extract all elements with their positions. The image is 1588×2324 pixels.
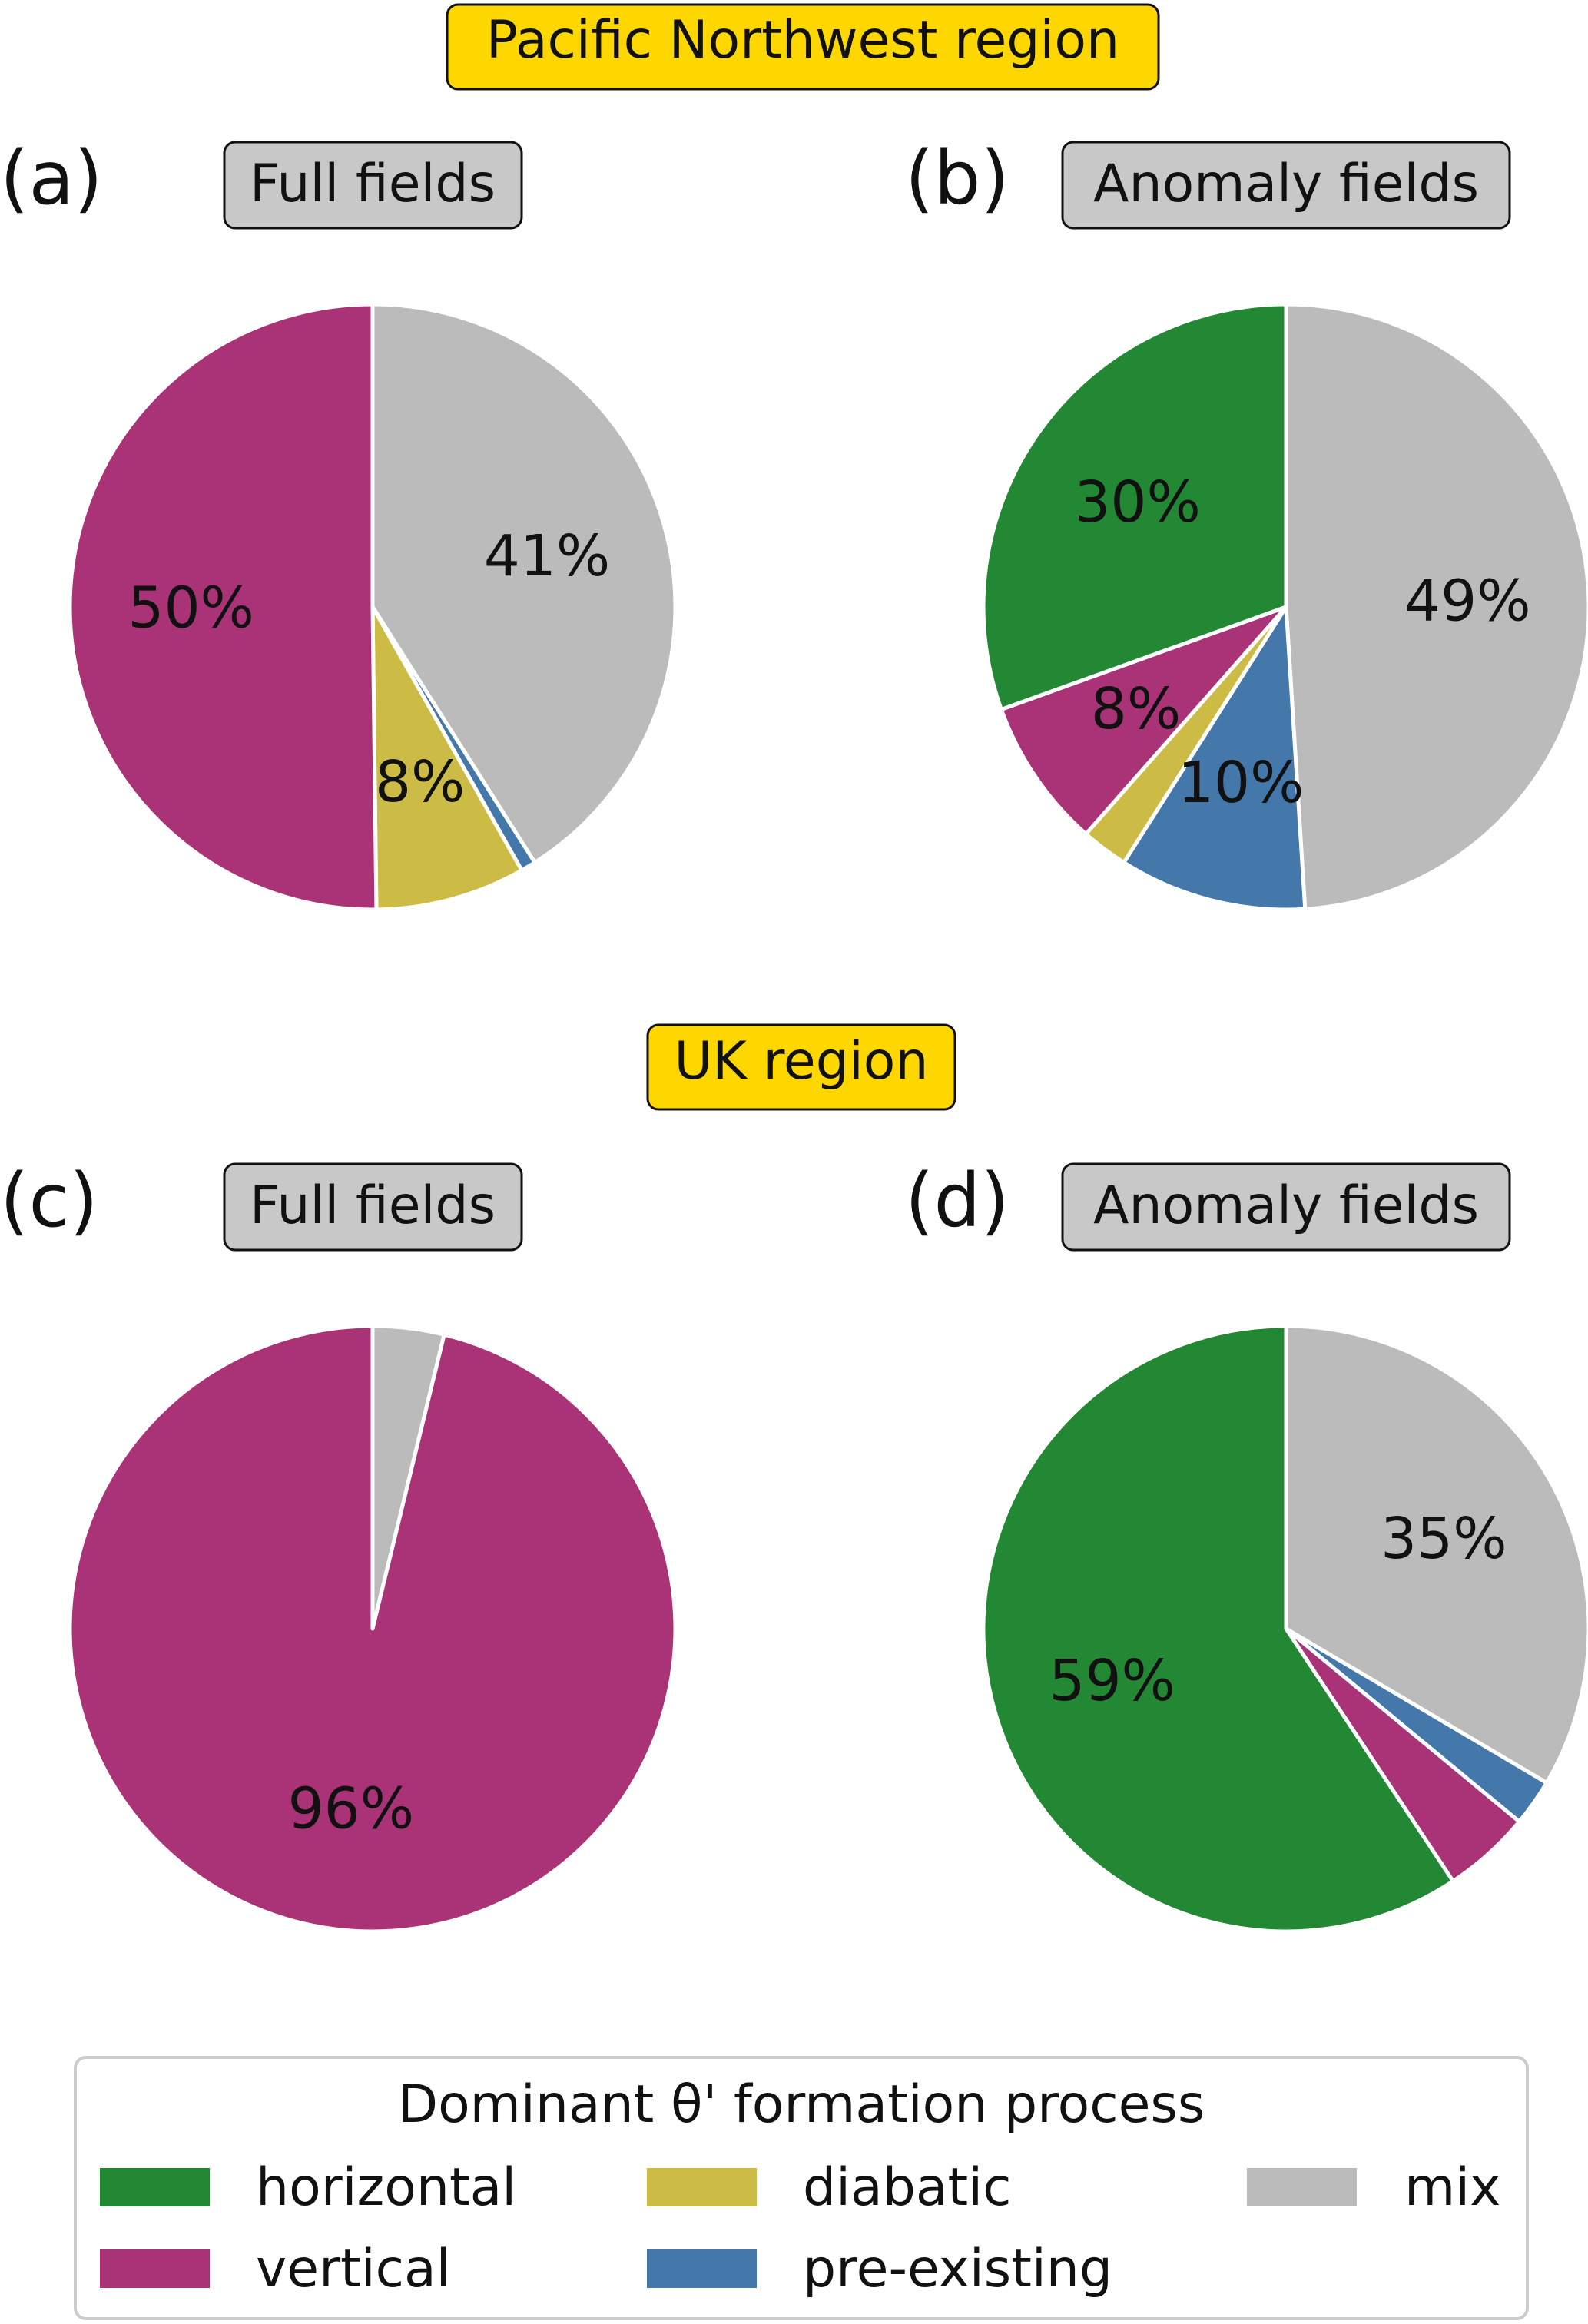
pie-slice-label: 50%: [128, 575, 254, 641]
panel-letter: (c): [0, 1158, 98, 1244]
panel-letter: (a): [0, 135, 103, 221]
legend-item-horizontal: horizontal: [100, 2157, 516, 2218]
legend-item-vertical: vertical: [100, 2239, 451, 2299]
pie-slice-horizontal: [981, 1324, 1455, 1934]
legend-label: vertical: [256, 2239, 451, 2299]
panel-b: (b) Anomaly fields 49% 10% 8% 30%: [905, 135, 1588, 912]
pie-slice-label: 8%: [375, 749, 465, 815]
panel-letter: (d): [905, 1158, 1009, 1244]
pie-slice-horizontal: [981, 302, 1288, 711]
panel-a: (a) Full fields 41% 8% 50%: [0, 135, 678, 912]
pie-slice-label: 35%: [1381, 1506, 1507, 1572]
legend-frame: [74, 2056, 1529, 2320]
pie-slice-vertical: [68, 302, 379, 912]
panel-title: Full fields: [250, 154, 496, 214]
region-header-uk: UK region: [646, 1023, 956, 1111]
panel-c: (c) Full fields 96%: [0, 1158, 678, 1934]
panel-title-box: [223, 1162, 523, 1252]
legend: Dominant θ' formation process horizontal…: [74, 2056, 1529, 2320]
pie-chart-a: 41% 8% 50%: [68, 302, 678, 912]
legend-title: Dominant θ' formation process: [398, 2074, 1205, 2135]
region-box: [646, 1023, 956, 1111]
pie-chart-c: 96%: [68, 1324, 678, 1934]
pie-chart-b: 49% 10% 8% 30%: [981, 302, 1588, 912]
legend-label: diabatic: [803, 2157, 1012, 2218]
panel-title-box: [1061, 1162, 1511, 1252]
pie-slice-label: 96%: [288, 1776, 414, 1842]
panel-title: Full fields: [250, 1175, 496, 1236]
pie-slice-label: 41%: [484, 523, 610, 589]
pie-slice-diabatic: [370, 605, 524, 912]
pie-chart-d: 35% 59%: [981, 1324, 1588, 1934]
region-label: Pacific Northwest region: [486, 10, 1119, 71]
legend-swatch-horizontal: [100, 2168, 210, 2206]
panel-title-box: [223, 141, 523, 230]
legend-label: horizontal: [256, 2157, 516, 2218]
legend-swatch-diabatic: [647, 2168, 757, 2206]
region-box: [446, 3, 1160, 91]
pie-slice-vertical: [999, 605, 1288, 837]
legend-label: pre-existing: [803, 2239, 1112, 2299]
pie-slice-pre-existing: [1122, 605, 1308, 912]
panel-title-box: [1061, 141, 1511, 230]
panel-letter: (b): [905, 135, 1009, 221]
panel-d: (d) Anomaly fields 35% 59%: [905, 1158, 1588, 1934]
pie-slice-label: 59%: [1049, 1648, 1175, 1714]
pie-slice-label: 49%: [1404, 569, 1530, 635]
legend-swatch-vertical: [100, 2249, 210, 2288]
pie-slice-label: 10%: [1178, 750, 1304, 816]
legend-item-mix: mix: [1247, 2157, 1500, 2218]
pie-slice-label: 8%: [1091, 676, 1181, 742]
legend-swatch-pre-existing: [647, 2249, 757, 2288]
region-label: UK region: [674, 1031, 928, 1092]
legend-item-diabatic: diabatic: [647, 2157, 1012, 2218]
pie-slice-mix: [1284, 1324, 1588, 1785]
pie-slice-mix: [1284, 302, 1588, 911]
pie-slice-vertical: [68, 1324, 678, 1934]
region-header-pnw: Pacific Northwest region: [446, 3, 1160, 91]
legend-swatch-mix: [1247, 2168, 1357, 2206]
legend-label: mix: [1404, 2157, 1500, 2218]
panel-title: Anomaly fields: [1093, 1175, 1479, 1236]
pie-slice-label: 30%: [1074, 469, 1200, 535]
panel-title: Anomaly fields: [1093, 154, 1479, 214]
legend-item-pre-existing: pre-existing: [647, 2239, 1112, 2299]
